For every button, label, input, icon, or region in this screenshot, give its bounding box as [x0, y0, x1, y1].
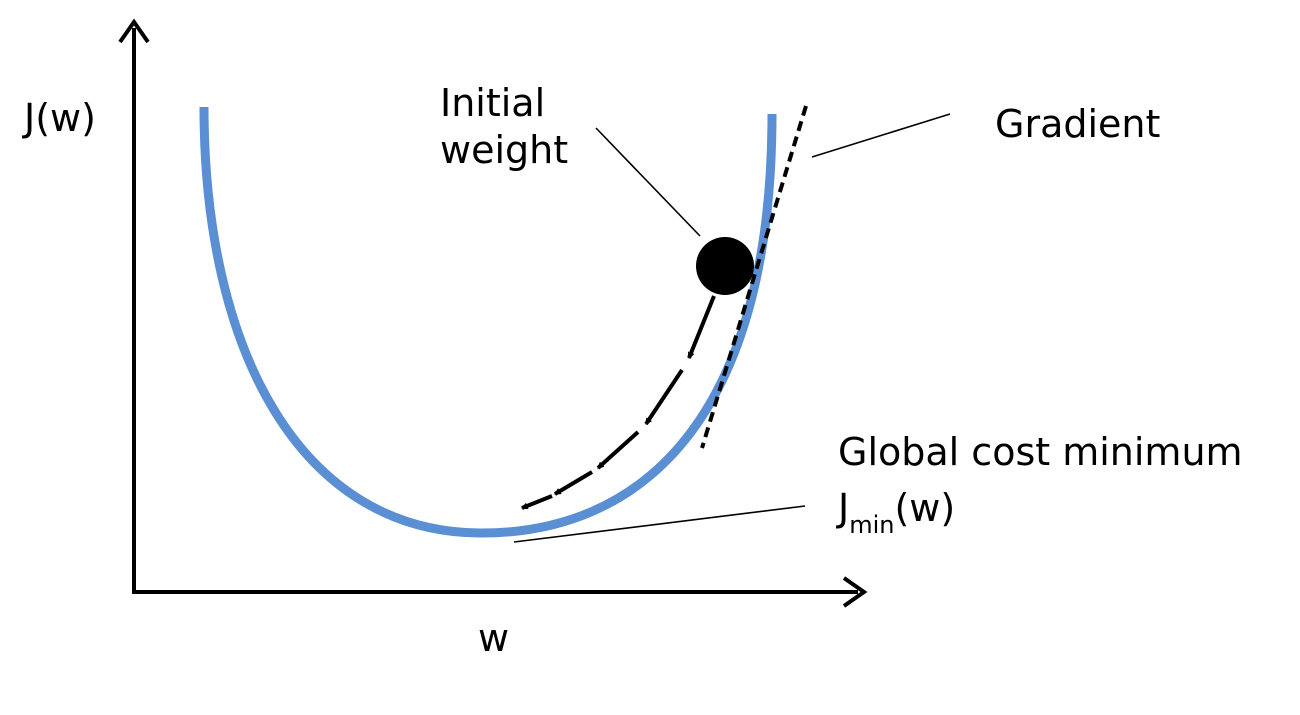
global-minimum-label: Global cost minimum	[838, 430, 1243, 474]
initial-weight-label: Initial weight	[440, 80, 568, 173]
descent-step-arrow	[522, 494, 553, 510]
descent-step-arrow	[644, 368, 684, 426]
gradient-tangent-line	[700, 105, 808, 449]
jmin-label: Jmin(w)	[838, 486, 956, 539]
initial-weight-label-line2: weight	[440, 127, 569, 172]
descent-step-arrow	[555, 470, 594, 496]
descent-step-arrow	[687, 295, 716, 358]
x-axis-arrowhead	[842, 576, 868, 608]
descent-step-arrow	[596, 430, 640, 470]
x-axis-label: w	[478, 616, 510, 660]
y-axis-arrowhead	[118, 18, 150, 44]
minimum-leader	[513, 505, 806, 543]
y-axis-label: J(w)	[24, 96, 96, 140]
initial-weight-leader	[595, 127, 701, 237]
jmin-suffix: (w)	[894, 486, 956, 530]
gradient-leader	[811, 113, 951, 158]
jmin-subscript: min	[849, 511, 895, 539]
jmin-base: J	[838, 486, 850, 530]
initial-weight-label-line1: Initial	[440, 81, 546, 125]
gradient-label: Gradient	[995, 102, 1161, 146]
cost-curve	[199, 106, 777, 538]
initial-weight-point	[696, 237, 754, 295]
